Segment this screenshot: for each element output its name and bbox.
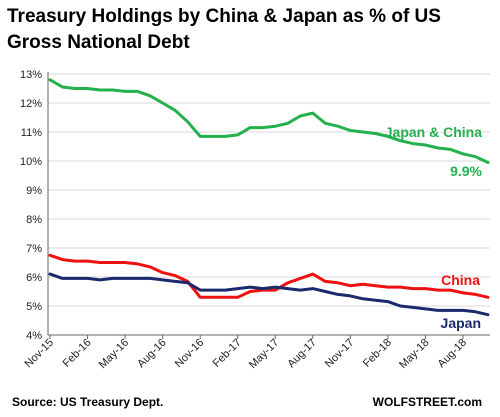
x-tick-label: Aug-18	[436, 337, 470, 371]
x-tick-label: Feb-18	[361, 337, 394, 370]
y-tick-label: 7%	[26, 243, 42, 255]
annotations: Japan & China 9.9% China Japan	[385, 124, 483, 331]
x-tick-label: May-17	[247, 337, 281, 371]
y-tick-label: 4%	[26, 330, 42, 342]
y-tick-label: 9%	[26, 185, 42, 197]
y-tick-labels: 4% 5% 6% 7% 8% 9% 10% 11% 12% 13%	[20, 69, 42, 342]
axes	[47, 72, 490, 339]
x-tick-label: Aug-16	[135, 337, 169, 371]
source-note: Source: US Treasury Dept.	[12, 395, 164, 409]
x-tick-label: Feb-17	[211, 337, 244, 370]
site-credit: WOLFSTREET.com	[372, 395, 482, 409]
y-tick-label: 6%	[26, 272, 42, 284]
series-line-china	[48, 253, 490, 299]
x-tick-label: May-16	[97, 337, 131, 371]
y-tick-label: 11%	[21, 127, 42, 139]
china-label: China	[441, 272, 480, 288]
x-tick-label: Aug-17	[285, 337, 319, 371]
y-tick-label: 10%	[20, 156, 42, 168]
series-line-japan-china	[48, 78, 490, 164]
x-tick-label: Nov-16	[173, 337, 207, 371]
series-lines	[48, 78, 490, 317]
x-tick-label: May-18	[397, 337, 431, 371]
series-line-japan	[48, 272, 490, 317]
y-tick-label: 5%	[26, 301, 42, 313]
x-tick-labels: Nov-15 Feb-16 May-16 Aug-16 Nov-16 Feb-17 May-…	[23, 337, 470, 371]
y-tick-label: 12%	[20, 98, 42, 110]
chart-title: Treasury Holdings by China & Japan as % …	[7, 6, 441, 53]
grid-lines	[48, 73, 490, 307]
japan-label: Japan	[441, 315, 481, 331]
japan-china-label: Japan & China	[385, 124, 482, 140]
x-tick-label: Feb-16	[61, 337, 94, 370]
last-value-label: 9.9%	[450, 163, 482, 179]
x-tick-label: Nov-17	[323, 337, 357, 371]
y-tick-label: 13%	[20, 69, 42, 81]
y-tick-label: 8%	[26, 214, 42, 226]
